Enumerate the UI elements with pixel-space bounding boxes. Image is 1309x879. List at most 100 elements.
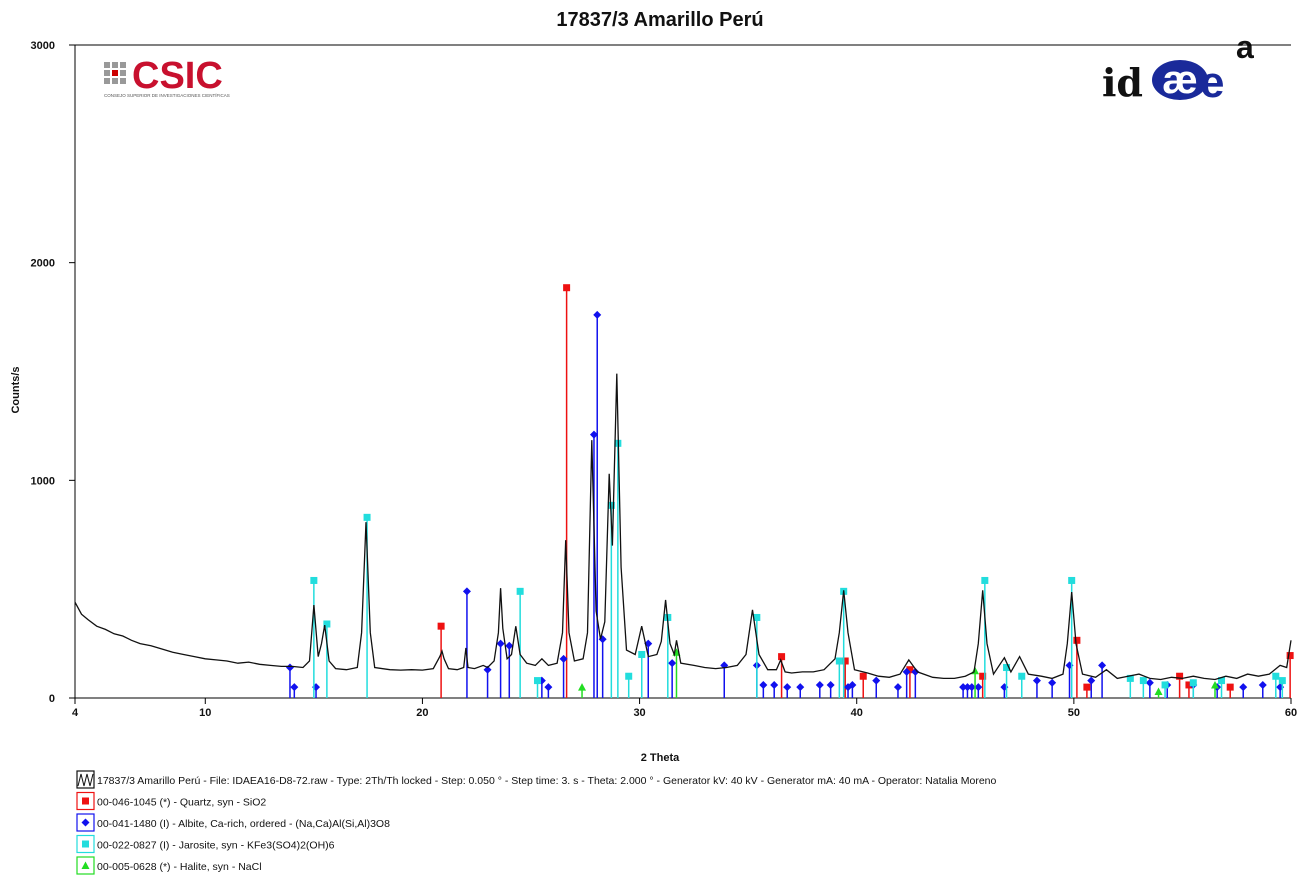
legend-marker	[82, 797, 89, 805]
stick-marker	[911, 667, 920, 676]
stick-marker	[1258, 680, 1267, 689]
stick-marker	[607, 501, 615, 509]
idaea-a: a	[1236, 29, 1254, 65]
stick-marker	[1139, 677, 1147, 685]
x-axis-label: 2 Theta	[641, 752, 680, 764]
stick-marker	[841, 657, 849, 665]
csic-logo: CSIC CONSEJO SUPERIOR DE INVESTIGACIONES…	[104, 55, 230, 98]
idaea-id: id	[1102, 60, 1143, 105]
stick-marker	[290, 683, 299, 692]
chart-title: 17837/3 Amarillo Perú	[556, 9, 763, 31]
stick-marker	[1211, 680, 1219, 689]
stick-marker	[563, 284, 571, 292]
stick-marker	[826, 680, 835, 689]
stick-marker	[1083, 683, 1091, 691]
stick-marker	[544, 683, 553, 692]
legend-entry: 00-005-0628 (*) - Halite, syn - NaCl	[76, 856, 262, 875]
legend-entry: 00-022-0827 (I) - Jarosite, syn - KFe3(S…	[76, 834, 335, 854]
stick-marker	[893, 683, 902, 692]
stick-marker	[872, 676, 881, 685]
legend-entry: 00-046-1045 (*) - Quartz, syn - SiO2	[76, 791, 266, 811]
stick-marker	[1154, 687, 1163, 695]
y-tick-label: 3000	[31, 40, 55, 52]
stick-marker	[1003, 664, 1011, 672]
y-tick-label: 2000	[31, 258, 55, 270]
stick-marker	[363, 513, 371, 521]
stick-marker	[589, 430, 598, 439]
stick-marker	[1145, 678, 1154, 687]
csic-subtitle: CONSEJO SUPERIOR DE INVESTIGACIONES CIEN…	[104, 92, 230, 98]
legend-label: 00-046-1045 (*) - Quartz, syn - SiO2	[97, 797, 266, 809]
legend-marker	[81, 861, 90, 869]
x-tick-label: 30	[633, 707, 645, 719]
stick-marker	[310, 576, 318, 584]
x-tick-label: 4	[72, 707, 79, 719]
y-axis-label: Counts/s	[10, 366, 22, 413]
legend-label: 00-022-0827 (I) - Jarosite, syn - KFe3(S…	[97, 840, 335, 852]
stick-marker	[1278, 677, 1286, 685]
stick-marker	[1087, 676, 1096, 685]
stick-marker	[770, 680, 779, 689]
stick-marker	[859, 672, 867, 680]
stick-marker	[534, 677, 542, 685]
legend-line	[77, 773, 94, 787]
stick-marker	[815, 680, 824, 689]
legend-label: 17837/3 Amarillo Perú - File: IDAEA16-D8…	[97, 775, 997, 787]
stick-marker	[906, 666, 914, 674]
stick-marker	[979, 672, 987, 680]
legend-entry: 00-041-1480 (I) - Albite, Ca-rich, order…	[76, 813, 390, 832]
x-tick-label: 20	[416, 707, 428, 719]
stick-marker	[1286, 652, 1294, 660]
stick-marker	[1176, 672, 1184, 680]
stick-marker	[1189, 679, 1197, 687]
stick-marker	[835, 657, 843, 665]
idaea-blob	[1152, 60, 1208, 100]
stick-marker	[981, 576, 989, 584]
stick-marker	[1272, 672, 1280, 680]
x-tick-label: 50	[1068, 707, 1080, 719]
stick-marker	[974, 683, 983, 692]
stick-marker	[578, 683, 587, 691]
stick-marker	[1073, 636, 1081, 644]
csic-text: CSIC	[132, 55, 223, 97]
stick-marker	[902, 667, 911, 676]
legend-marker	[82, 840, 89, 848]
stick-marker	[796, 683, 805, 692]
stick-marker	[505, 641, 514, 650]
y-tick-label: 1000	[31, 475, 55, 487]
stick-marker	[1161, 681, 1169, 689]
legend-marker	[81, 818, 90, 827]
stick-marker	[559, 654, 568, 663]
stick-marker	[516, 587, 524, 595]
stick-marker	[759, 680, 768, 689]
stick-marker	[1239, 683, 1248, 692]
stick-marker	[437, 622, 445, 630]
stick-marker	[783, 683, 792, 692]
stick-marker	[638, 650, 646, 658]
idaea-logo: id æ e a	[1102, 29, 1254, 107]
stick-marker	[1018, 672, 1026, 680]
stick-marker	[323, 620, 331, 628]
stick-marker	[848, 680, 857, 689]
stick-marker	[1098, 661, 1107, 670]
legend-label: 00-005-0628 (*) - Halite, syn - NaCl	[97, 861, 262, 873]
pattern-line	[74, 373, 1292, 681]
stick-marker	[483, 665, 492, 674]
idaea-e: e	[1200, 58, 1224, 107]
stick-marker	[1048, 678, 1057, 687]
stick-marker	[753, 613, 761, 621]
idaea-ae: æ	[1162, 58, 1198, 102]
x-tick-label: 60	[1285, 707, 1297, 719]
stick-marker	[593, 310, 602, 319]
csic-icon	[104, 62, 126, 84]
stick-marker	[1218, 677, 1226, 685]
stick-marker	[285, 663, 294, 672]
stick-marker	[496, 639, 505, 648]
stick-marker	[1032, 676, 1041, 685]
legend-label: 00-041-1480 (I) - Albite, Ca-rich, order…	[97, 818, 390, 830]
stick-marker	[1185, 681, 1193, 689]
x-tick-label: 40	[851, 707, 863, 719]
stick-marker	[778, 653, 786, 661]
y-tick-label: 0	[49, 693, 55, 705]
